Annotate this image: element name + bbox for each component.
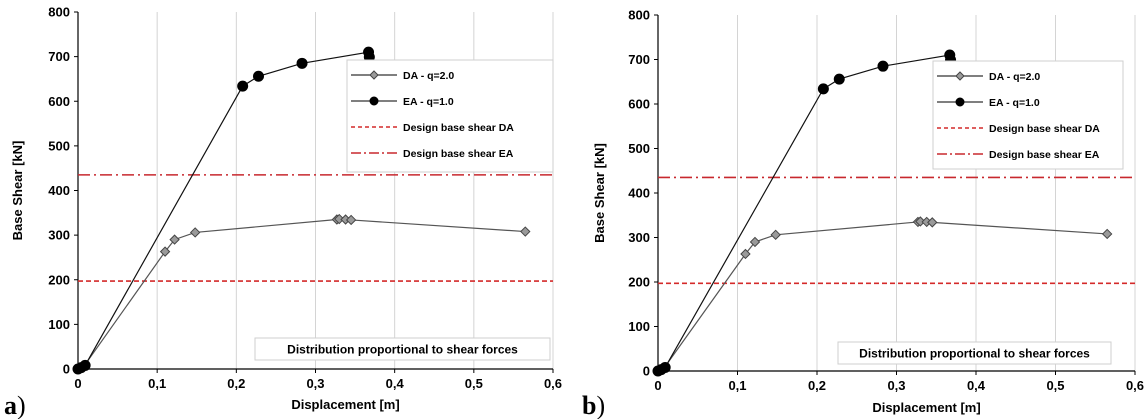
panel-label: b) (582, 391, 605, 419)
data-point-diamond (927, 217, 938, 228)
annotation-text: Distribution proportional to shear force… (859, 347, 1090, 361)
data-point-diamond (520, 226, 531, 237)
legend-label: Design base shear EA (989, 149, 1100, 161)
legend-label: Design base shear DA (989, 123, 1100, 135)
x-tick-label: 0,6 (544, 376, 562, 391)
chart-panel-b: 0 100 200 300 400 500 600 700 800 0 0,1 0,2 0,3 0,4 0,… (582, 8, 1144, 419)
x-tick-label: 0,3 (306, 376, 324, 391)
x-axis-title: Displacement [m] (872, 400, 980, 415)
x-tick-label: 0,6 (1126, 378, 1144, 393)
legend-marker-diamond (369, 70, 379, 80)
y-tick-label: 600 (628, 97, 650, 112)
data-point-circle (79, 359, 91, 371)
data-point-diamond (740, 248, 751, 260)
y-tick-label: 400 (628, 186, 650, 201)
y-tick-label: 600 (48, 94, 70, 109)
annotation: Distribution proportional to shear force… (254, 337, 551, 361)
data-point-circle (877, 60, 889, 72)
legend-label: DA - q=2.0 (403, 70, 454, 82)
x-tick-label: 0,2 (227, 376, 245, 391)
x-tick-label: 0 (74, 376, 81, 391)
y-tick-label: 400 (48, 183, 70, 198)
data-point-diamond (770, 229, 781, 241)
data-point-diamond (189, 227, 201, 238)
annotation: Distribution proportional to shear force… (837, 341, 1112, 365)
panel-paren: ) (17, 391, 26, 419)
panel-letter: a (4, 391, 17, 419)
panel-label: a) (4, 391, 26, 419)
legend-label: DA - q=2.0 (989, 71, 1040, 83)
data-point-circle (296, 57, 308, 69)
y-tick-label: 500 (628, 141, 650, 156)
annotation-text: Distribution proportional to shear force… (287, 343, 518, 357)
x-tick-label: 0,4 (967, 378, 986, 393)
data-point-circle (817, 83, 829, 95)
y-tick-label: 0 (63, 362, 70, 377)
legend-label: EA - q=1.0 (989, 97, 1040, 109)
x-tick-label: 0 (654, 378, 661, 393)
data-point-diamond (169, 234, 180, 245)
x-tick-label: 0,5 (465, 376, 483, 391)
y-tick-label: 200 (48, 272, 70, 287)
x-tick-label: 0,5 (1046, 378, 1064, 393)
x-tick-label: 0,3 (887, 378, 905, 393)
x-axis-title: Displacement [m] (291, 397, 399, 412)
y-tick-label: 800 (48, 5, 70, 20)
y-tick-label: 700 (628, 52, 650, 67)
chart-panel-a: 0 100 200 300 400 500 600 700 800 0 0,1 0,2 0,3 0,4 0,… (4, 5, 562, 419)
data-point-circle (237, 80, 249, 92)
legend-marker-circle (369, 96, 379, 106)
annotation-box (254, 337, 551, 361)
x-tick-label: 0,1 (728, 378, 746, 393)
annotation-box (837, 341, 1112, 365)
data-point-diamond (1101, 228, 1113, 240)
data-point-diamond (159, 246, 171, 257)
panel-paren: ) (596, 391, 605, 419)
data-point-circle (833, 73, 845, 85)
x-tick-label: 0,2 (808, 378, 826, 393)
x-tick-label: 0,1 (148, 376, 166, 391)
legend: DA - q=2.0 EA - q=1.0 Design base shear DA… (346, 59, 554, 173)
y-tick-label: 100 (628, 319, 650, 334)
y-tick-label: 200 (628, 275, 650, 290)
y-tick-label: 500 (48, 138, 70, 153)
data-point-diamond (334, 213, 345, 225)
data-point-circle (659, 361, 671, 373)
legend-label: Design base shear EA (403, 148, 514, 160)
y-tick-label: 0 (643, 364, 650, 379)
y-tick-label: 300 (48, 228, 70, 243)
y-axis-title: Base Shear [kN] (592, 143, 607, 243)
legend: DA - q=2.0 EA - q=1.0 Design base shear DA… (932, 60, 1124, 170)
data-point-circle (253, 70, 264, 82)
y-tick-label: 700 (48, 49, 70, 64)
data-point-diamond (915, 216, 926, 227)
legend-box (932, 60, 1124, 170)
legend-marker-diamond (955, 71, 965, 81)
x-tick-label: 0,4 (386, 376, 405, 391)
series-line-circle (657, 54, 952, 372)
legend-marker-circle (955, 97, 965, 107)
legend-label: Design base shear DA (403, 122, 514, 134)
legend-box (346, 59, 554, 173)
y-axis-title: Base Shear [kN] (10, 141, 25, 241)
panel-letter: b (582, 391, 596, 419)
data-point-diamond (749, 236, 761, 248)
series-line-circle (77, 51, 370, 370)
y-tick-label: 800 (628, 8, 650, 23)
y-tick-label: 300 (628, 230, 650, 245)
y-tick-label: 100 (48, 317, 70, 332)
data-point-diamond (345, 214, 357, 226)
legend-label: EA - q=1.0 (403, 96, 454, 108)
